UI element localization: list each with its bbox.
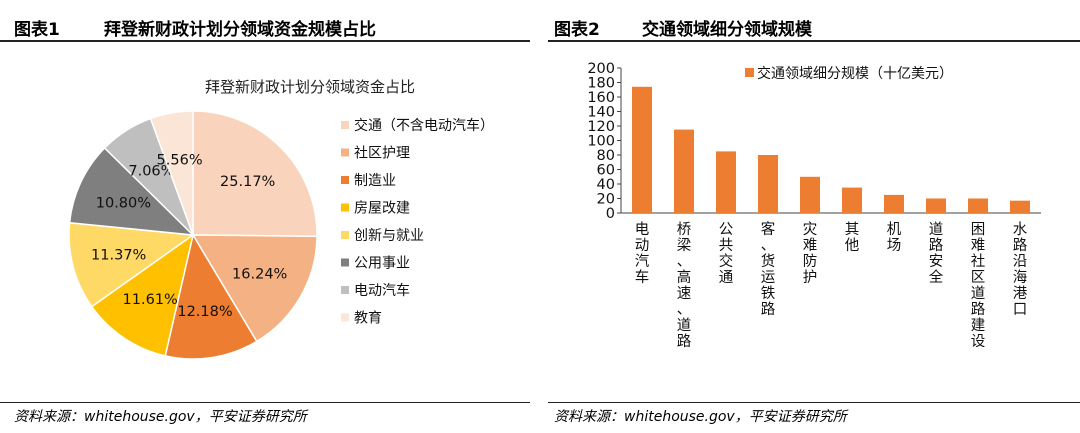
pie-legend-swatch-7 <box>341 313 349 322</box>
bar-4 <box>800 176 820 214</box>
y-tick-label-3: 60 <box>597 163 615 179</box>
pie-slice-3 <box>90 233 195 357</box>
figure-2-source: 资料来源：whitehouse.gov，平安证券研究所 <box>548 402 1080 427</box>
bar-legend-swatch <box>745 68 754 77</box>
pie-slice-0 <box>192 110 318 238</box>
figure-2-header: 图表2 交通领域细分领域规模 <box>548 10 1080 42</box>
bar-0 <box>632 86 652 213</box>
figure-2-title: 交通领域细分领域规模 <box>642 20 812 40</box>
pie-slice-7 <box>149 110 194 236</box>
pie-slice-label-3: 11.61% <box>123 292 178 308</box>
x-tick-label-3: 客、货运铁路 <box>761 221 776 318</box>
bar-7 <box>926 198 946 213</box>
pie-legend-swatch-6 <box>341 286 349 294</box>
pie-legend-swatch-5 <box>341 258 349 267</box>
x-tick-label-9: 水路沿海港口 <box>1013 221 1028 318</box>
bar-6 <box>884 194 904 213</box>
pie-slice-4 <box>68 221 196 308</box>
pie-slice-5 <box>68 146 196 236</box>
y-tick-label-5: 100 <box>587 134 615 150</box>
y-tick-label-10: 200 <box>587 61 615 77</box>
pie-legend-swatch-1 <box>341 148 349 157</box>
pie-legend-label-1: 社区护理 <box>354 146 410 162</box>
x-tick-label-8: 困难社区道路建设 <box>971 222 986 350</box>
pie-slice-label-6: 7.06% <box>128 163 174 179</box>
y-tick-label-6: 120 <box>587 119 615 135</box>
x-tick-label-2: 公共交通 <box>719 222 734 286</box>
figure-1-title: 拜登新财政计划分领域资金规模占比 <box>104 20 376 40</box>
bar-3 <box>758 155 778 213</box>
pie-legend-label-0: 交通（不含电动汽车） <box>354 117 494 134</box>
pie-legend-label-6: 电动汽车 <box>354 282 410 299</box>
x-tick-label-5: 其他 <box>845 221 860 254</box>
pie-legend-label-7: 教育 <box>354 311 382 327</box>
x-tick-label-4: 灾难防护 <box>803 221 818 286</box>
y-tick-label-9: 180 <box>587 76 615 92</box>
figure-2: 图表2 交通领域细分领域规模 0 20 40 60 80 100 120 140 160 180 2… <box>548 0 1080 433</box>
bar-2 <box>716 151 736 213</box>
bar-9 <box>1010 200 1030 213</box>
x-tick-label-1: 桥梁、高速、道路 <box>677 221 692 350</box>
pie-slice-2 <box>164 233 258 360</box>
pie-legend-label-5: 公用事业 <box>354 256 410 272</box>
y-tick-label-4: 80 <box>597 148 615 164</box>
y-tick-label-7: 140 <box>587 105 615 121</box>
pie-slice-label-7: 5.56% <box>157 152 203 168</box>
figure-2-source-text: 资料来源：whitehouse.gov，平安证券研究所 <box>554 409 847 425</box>
x-tick-label-0: 电动汽车 <box>635 221 650 286</box>
bar-1 <box>674 129 694 213</box>
bar-5 <box>842 187 862 213</box>
pie-legend-swatch-0 <box>341 121 349 129</box>
pie-slice-label-1: 16.24% <box>232 266 287 282</box>
pie-legend-swatch-3 <box>341 203 349 212</box>
bar-8 <box>968 198 988 213</box>
figure-1-label: 图表1 <box>14 20 60 40</box>
x-tick-label-6: 机场 <box>887 221 902 254</box>
pie-legend-swatch-2 <box>341 176 349 184</box>
x-tick-label-7: 道路安全 <box>929 221 944 286</box>
pie-slice-label-4: 11.37% <box>91 248 146 264</box>
pie-legend-label-4: 创新与就业 <box>354 228 424 244</box>
pie-chart-title: 拜登新财政计划分领域资金占比 <box>205 78 415 96</box>
figure-1-source: 资料来源：whitehouse.gov，平安证券研究所 <box>0 402 530 427</box>
pie-legend-swatch-4 <box>341 231 349 239</box>
figure-1-header: 图表1 拜登新财政计划分领域资金规模占比 <box>0 10 530 42</box>
pie-chart: 拜登新财政计划分领域资金占比 25.17% 16.24% 12.18%11.61% 11… <box>68 78 494 360</box>
pie-slice-label-0: 25.17% <box>220 174 275 190</box>
pie-slice-label-5: 10.80% <box>96 195 151 211</box>
y-tick-label-1: 20 <box>597 192 615 208</box>
figure-1: 图表1 拜登新财政计划分领域资金规模占比 拜登新财政计划分领域资金占比 25.17… <box>0 0 530 433</box>
pie-slice-1 <box>191 234 318 343</box>
figure-2-label: 图表2 <box>554 20 600 40</box>
y-tick-label-8: 160 <box>587 90 615 106</box>
pie-legend-label-3: 房屋改建 <box>354 201 410 217</box>
pie-legend-label-2: 制造业 <box>354 173 396 189</box>
y-tick-label-0: 0 <box>606 206 615 222</box>
figure-1-source-text: 资料来源：whitehouse.gov，平安证券研究所 <box>14 409 307 425</box>
bar-legend-label: 交通领域细分规模（十亿美元） <box>757 65 953 82</box>
y-tick-label-2: 40 <box>597 177 615 193</box>
pie-slice-label-2: 12.18% <box>177 304 232 320</box>
